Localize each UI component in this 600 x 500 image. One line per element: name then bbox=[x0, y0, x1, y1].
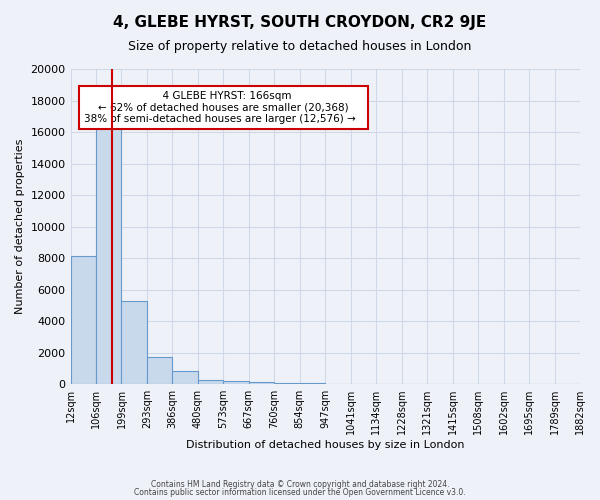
Text: Contains public sector information licensed under the Open Government Licence v3: Contains public sector information licen… bbox=[134, 488, 466, 497]
Text: 4 GLEBE HYRST: 166sqm
← 62% of detached houses are smaller (20,368)
38% of semi-: 4 GLEBE HYRST: 166sqm ← 62% of detached … bbox=[84, 91, 362, 124]
Bar bbox=[96, 122, 121, 384]
Bar bbox=[147, 356, 172, 384]
Bar bbox=[274, 383, 300, 384]
Bar bbox=[198, 380, 223, 384]
Bar bbox=[172, 372, 198, 384]
Text: Contains HM Land Registry data © Crown copyright and database right 2024.: Contains HM Land Registry data © Crown c… bbox=[151, 480, 449, 489]
Bar bbox=[249, 382, 274, 384]
Text: 4, GLEBE HYRST, SOUTH CROYDON, CR2 9JE: 4, GLEBE HYRST, SOUTH CROYDON, CR2 9JE bbox=[113, 15, 487, 30]
Y-axis label: Number of detached properties: Number of detached properties bbox=[15, 139, 25, 314]
Bar bbox=[71, 256, 96, 384]
X-axis label: Distribution of detached houses by size in London: Distribution of detached houses by size … bbox=[186, 440, 464, 450]
Bar bbox=[121, 300, 147, 384]
Text: Size of property relative to detached houses in London: Size of property relative to detached ho… bbox=[128, 40, 472, 53]
Bar bbox=[223, 381, 249, 384]
